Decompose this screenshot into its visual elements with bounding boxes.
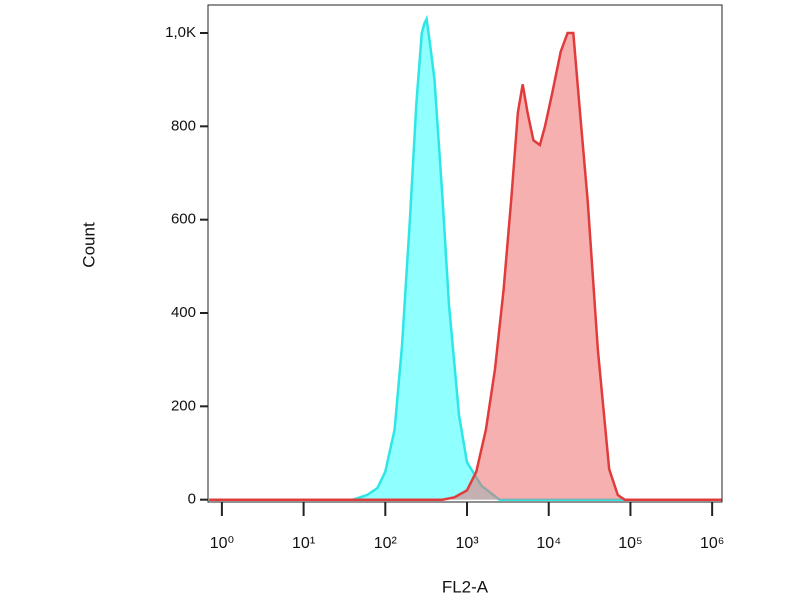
area-line [209, 14, 722, 501]
y-tick-label: 600 [171, 211, 196, 228]
x-tick-label: 10³ [455, 535, 479, 552]
y-tick-label: 200 [171, 397, 196, 414]
x-tick-label: 10² [374, 535, 398, 552]
x-tick-label: 10⁶ [700, 535, 724, 552]
y-tick-label: 0 [188, 491, 196, 508]
area-fill [209, 19, 722, 500]
y-axis-label: Count [79, 222, 98, 268]
x-tick-label: 10⁰ [210, 535, 234, 552]
area-fill [209, 33, 722, 500]
x-tick-label: 10⁵ [618, 535, 642, 552]
x-axis-label: FL2-A [442, 577, 489, 596]
x-tick-label: 10⁴ [536, 535, 561, 552]
x-tick-label: 10¹ [292, 535, 315, 552]
y-tick-label: 400 [171, 304, 196, 321]
plot-frame [207, 4, 723, 503]
y-tick-label: 800 [171, 117, 196, 134]
area-line [209, 31, 722, 501]
y-tick-label: 1,0K [165, 24, 196, 41]
